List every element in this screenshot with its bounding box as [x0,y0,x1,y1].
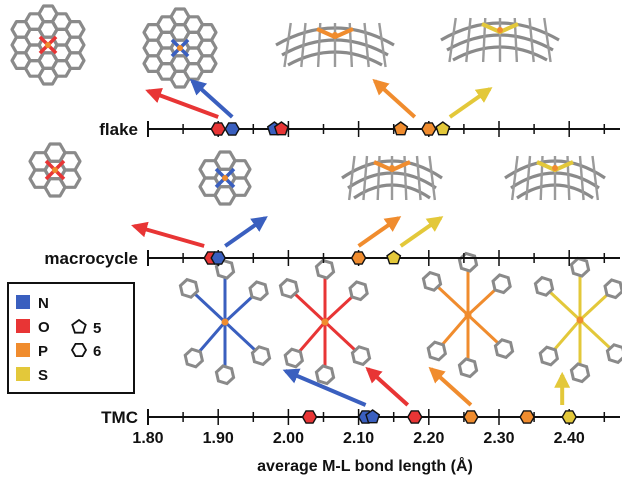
row-label: TMC [101,408,138,427]
row-macrocycle: macrocycle [44,249,620,268]
marker-s-6 [561,410,578,424]
arrow-s [399,216,444,248]
tick-labels: 1.80 1.90 2.00 2.10 2.20 2.30 2.40 [132,430,584,447]
axis-rows: flake macrocycle TMC [44,120,620,427]
legend-shape-label: 5 [93,320,101,337]
arrow-o [145,87,219,119]
marker-o-5 [273,121,289,136]
marker-n-5 [365,409,381,424]
legend-swatch-o [16,319,30,333]
flake-n-structure [142,7,218,89]
x-tick-label: 1.80 [132,430,163,447]
row-label: macrocycle [44,249,138,268]
legend-pentagon-icon [71,318,87,334]
marker-s-5 [435,121,451,136]
legend-hexagon-icon [70,342,88,358]
flake-o-structure [10,4,86,86]
x-tick-label: 2.40 [554,430,585,447]
marker-p-6 [519,410,535,424]
marker-n-6 [224,122,241,136]
tmc-n-structure [178,258,272,386]
arrow-n [224,216,268,248]
x-tick-label: 2.30 [483,430,514,447]
marker-o-6 [406,410,423,424]
marker-p-6 [420,122,437,136]
tmc-s-structure [533,256,622,384]
legend-label-p: P [38,343,48,360]
molecule-structures [10,4,622,386]
arrow-p [372,78,417,119]
legend-label-n: N [38,295,49,312]
legend-swatch-n [16,295,30,309]
marker-p-6 [463,410,479,424]
macrocycle-n-structure [198,150,252,206]
arrow-n [189,78,234,119]
marker-s-5 [386,250,402,265]
legend-shape-label: 6 [93,343,101,360]
x-axis-title: average M-L bond length (Å) [257,456,473,475]
x-tick-label: 2.10 [343,430,374,447]
marker-o-6 [301,410,318,424]
marker-n-6 [210,251,227,265]
row-flake: flake [99,120,620,139]
legend-label-s: S [38,367,48,384]
marker-p-6 [350,251,367,265]
arrow-s [448,87,493,119]
arrow-o [365,366,410,407]
x-tick-label: 2.00 [273,430,304,447]
macrocycle-o-structure [28,142,82,198]
arrow-layer [131,78,571,407]
arrow-o [131,221,205,248]
arrow-p [357,216,402,248]
macrocycle-p-structure [341,155,443,201]
row-tmc: TMC [101,408,620,427]
tmc-o-structure [278,258,372,386]
marker-o-6 [210,122,227,136]
legend-swatch-p [16,343,30,357]
marker-p-5 [393,121,409,136]
arrow-p [428,366,473,407]
flake-s-structure [440,17,560,63]
flake-p-structure [275,22,395,68]
x-tick-label: 2.20 [413,430,444,447]
row-label: flake [99,120,138,139]
x-tick-label: 1.90 [203,430,234,447]
arrow-n [282,368,367,407]
legend-swatch-s [16,367,30,381]
tmc-p-structure [421,251,515,379]
macrocycle-s-structure [504,155,606,201]
legend-label-o: O [38,319,50,336]
